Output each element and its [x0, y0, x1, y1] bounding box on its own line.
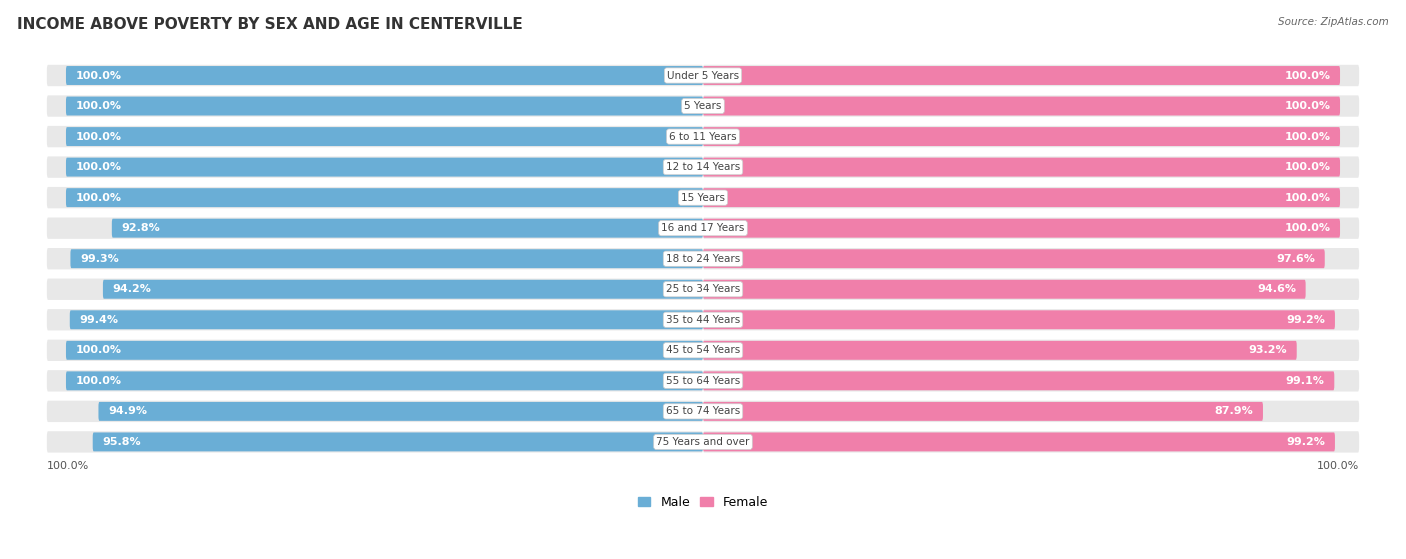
FancyBboxPatch shape	[703, 431, 1360, 453]
Text: 97.6%: 97.6%	[1277, 254, 1315, 264]
FancyBboxPatch shape	[46, 401, 703, 422]
Text: 87.9%: 87.9%	[1215, 406, 1253, 416]
Text: 15 Years: 15 Years	[681, 193, 725, 203]
FancyBboxPatch shape	[66, 97, 703, 116]
FancyBboxPatch shape	[703, 65, 1360, 86]
Legend: Male, Female: Male, Female	[633, 491, 773, 514]
FancyBboxPatch shape	[46, 309, 703, 330]
FancyBboxPatch shape	[703, 96, 1360, 117]
Text: 100.0%: 100.0%	[1285, 193, 1330, 203]
FancyBboxPatch shape	[703, 126, 1360, 147]
Text: 100.0%: 100.0%	[1285, 162, 1330, 172]
FancyBboxPatch shape	[46, 431, 703, 453]
FancyBboxPatch shape	[703, 401, 1360, 422]
FancyBboxPatch shape	[703, 219, 1340, 238]
FancyBboxPatch shape	[703, 66, 1340, 85]
Text: INCOME ABOVE POVERTY BY SEX AND AGE IN CENTERVILLE: INCOME ABOVE POVERTY BY SEX AND AGE IN C…	[17, 17, 523, 32]
Text: 100.0%: 100.0%	[1317, 461, 1360, 471]
Text: 75 Years and over: 75 Years and over	[657, 437, 749, 447]
Text: 25 to 34 Years: 25 to 34 Years	[666, 284, 740, 294]
Text: 18 to 24 Years: 18 to 24 Years	[666, 254, 740, 264]
FancyBboxPatch shape	[703, 309, 1360, 330]
FancyBboxPatch shape	[70, 249, 703, 268]
Text: 94.9%: 94.9%	[108, 406, 148, 416]
Text: 100.0%: 100.0%	[1285, 101, 1330, 111]
Text: Under 5 Years: Under 5 Years	[666, 70, 740, 80]
FancyBboxPatch shape	[46, 370, 703, 391]
Text: 100.0%: 100.0%	[1285, 131, 1330, 141]
FancyBboxPatch shape	[703, 97, 1340, 116]
Text: 12 to 14 Years: 12 to 14 Years	[666, 162, 740, 172]
FancyBboxPatch shape	[46, 157, 703, 178]
FancyBboxPatch shape	[46, 96, 703, 117]
Text: 16 and 17 Years: 16 and 17 Years	[661, 223, 745, 233]
Text: 94.2%: 94.2%	[112, 284, 152, 294]
FancyBboxPatch shape	[103, 280, 703, 299]
Text: 100.0%: 100.0%	[76, 162, 121, 172]
FancyBboxPatch shape	[66, 66, 703, 85]
FancyBboxPatch shape	[46, 217, 703, 239]
FancyBboxPatch shape	[703, 370, 1360, 391]
FancyBboxPatch shape	[703, 217, 1360, 239]
Text: 99.2%: 99.2%	[1286, 437, 1326, 447]
FancyBboxPatch shape	[703, 278, 1360, 300]
FancyBboxPatch shape	[98, 402, 703, 421]
FancyBboxPatch shape	[703, 310, 1334, 329]
FancyBboxPatch shape	[93, 433, 703, 451]
Text: 5 Years: 5 Years	[685, 101, 721, 111]
FancyBboxPatch shape	[703, 127, 1340, 146]
FancyBboxPatch shape	[46, 278, 703, 300]
FancyBboxPatch shape	[46, 65, 703, 86]
FancyBboxPatch shape	[703, 188, 1340, 207]
FancyBboxPatch shape	[703, 158, 1340, 177]
FancyBboxPatch shape	[66, 188, 703, 207]
FancyBboxPatch shape	[46, 126, 703, 147]
Text: 95.8%: 95.8%	[103, 437, 141, 447]
FancyBboxPatch shape	[66, 127, 703, 146]
Text: 55 to 64 Years: 55 to 64 Years	[666, 376, 740, 386]
FancyBboxPatch shape	[703, 157, 1360, 178]
Text: 94.6%: 94.6%	[1257, 284, 1296, 294]
Text: 100.0%: 100.0%	[76, 376, 121, 386]
FancyBboxPatch shape	[703, 187, 1360, 209]
Text: 99.2%: 99.2%	[1286, 315, 1326, 325]
Text: 99.3%: 99.3%	[80, 254, 118, 264]
Text: 35 to 44 Years: 35 to 44 Years	[666, 315, 740, 325]
Text: 45 to 54 Years: 45 to 54 Years	[666, 345, 740, 356]
Text: 100.0%: 100.0%	[76, 70, 121, 80]
Text: 100.0%: 100.0%	[1285, 70, 1330, 80]
FancyBboxPatch shape	[703, 371, 1334, 390]
FancyBboxPatch shape	[703, 402, 1263, 421]
Text: 100.0%: 100.0%	[76, 101, 121, 111]
FancyBboxPatch shape	[46, 187, 703, 209]
Text: Source: ZipAtlas.com: Source: ZipAtlas.com	[1278, 17, 1389, 27]
Text: 100.0%: 100.0%	[1285, 223, 1330, 233]
Text: 92.8%: 92.8%	[121, 223, 160, 233]
FancyBboxPatch shape	[66, 158, 703, 177]
Text: 100.0%: 100.0%	[76, 131, 121, 141]
FancyBboxPatch shape	[66, 371, 703, 390]
Text: 100.0%: 100.0%	[76, 193, 121, 203]
FancyBboxPatch shape	[703, 280, 1306, 299]
Text: 100.0%: 100.0%	[46, 461, 89, 471]
FancyBboxPatch shape	[46, 340, 703, 361]
Text: 93.2%: 93.2%	[1249, 345, 1286, 356]
FancyBboxPatch shape	[703, 248, 1360, 269]
FancyBboxPatch shape	[703, 249, 1324, 268]
FancyBboxPatch shape	[46, 248, 703, 269]
Text: 65 to 74 Years: 65 to 74 Years	[666, 406, 740, 416]
FancyBboxPatch shape	[66, 341, 703, 360]
FancyBboxPatch shape	[703, 341, 1296, 360]
Text: 100.0%: 100.0%	[76, 345, 121, 356]
Text: 99.1%: 99.1%	[1286, 376, 1324, 386]
FancyBboxPatch shape	[703, 433, 1334, 451]
FancyBboxPatch shape	[112, 219, 703, 238]
FancyBboxPatch shape	[70, 310, 703, 329]
Text: 6 to 11 Years: 6 to 11 Years	[669, 131, 737, 141]
Text: 99.4%: 99.4%	[79, 315, 118, 325]
FancyBboxPatch shape	[703, 340, 1360, 361]
